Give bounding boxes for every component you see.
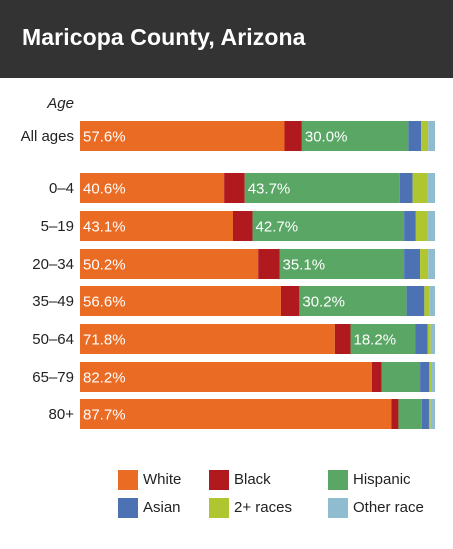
chart-title: Maricopa County, Arizona (22, 24, 306, 50)
bar-segment-white (80, 121, 285, 151)
category-label: 80+ (49, 406, 75, 423)
category-label: 65–79 (32, 369, 74, 386)
bar-segment-white (80, 286, 281, 316)
chart-header: Maricopa County, Arizona (0, 0, 453, 78)
bar-segment-other-race (430, 324, 435, 354)
data-label: 35.1% (283, 257, 326, 274)
bar-segment-2-races (415, 211, 428, 241)
bar-segment-other-race (427, 173, 435, 203)
data-label: 30.2% (302, 294, 345, 311)
category-label: 0–4 (49, 180, 74, 197)
bar-segment-black (258, 249, 280, 279)
bar-segment-black (224, 173, 245, 203)
legend-label: Black (234, 471, 271, 488)
bar-segment-2-races (429, 362, 432, 392)
bar-segment-white (80, 399, 392, 429)
bar-segment-other-race (429, 286, 436, 316)
bar-segment-asian (406, 286, 425, 316)
data-label: 43.1% (83, 219, 126, 236)
bar-segment-white (80, 324, 335, 354)
bar-segment-black (284, 121, 302, 151)
data-label: 82.2% (83, 370, 126, 387)
legend: White Black Hispanic Asian 2+ races Other rac… (118, 468, 448, 528)
bar-segment-other-race (428, 249, 436, 279)
bar-segment-asian (404, 211, 416, 241)
data-label: 87.7% (83, 407, 126, 424)
bar-segment-hispanic (299, 286, 407, 316)
legend-label: Asian (143, 499, 181, 516)
bar-segment-hispanic (381, 362, 421, 392)
legend-label: White (143, 471, 182, 488)
bar-segment-other-race (427, 211, 435, 241)
bar-segment-white (80, 173, 225, 203)
bar-segment-black (334, 324, 351, 354)
legend-label: Hispanic (353, 471, 411, 488)
bar-segment-other-race (431, 362, 435, 392)
category-label: All ages (21, 128, 74, 145)
category-label: 35–49 (32, 293, 74, 310)
legend-swatch (328, 498, 348, 518)
data-label: 50.2% (83, 257, 126, 274)
data-label: 18.2% (354, 332, 397, 349)
bar-segment-black (233, 211, 253, 241)
legend-swatch (118, 498, 138, 518)
bar-segment-asian (421, 399, 429, 429)
data-label: 43.7% (248, 181, 291, 198)
data-label: 71.8% (83, 332, 126, 349)
data-label: 40.6% (83, 181, 126, 198)
category-label: 20–34 (32, 256, 74, 273)
y-axis-title: Age (46, 95, 74, 112)
bar-segment-black (371, 362, 382, 392)
bar-segment-asian (404, 249, 421, 279)
category-label: 5–19 (41, 218, 74, 235)
legend-swatch (328, 470, 348, 490)
bar-segment-asian (399, 173, 413, 203)
legend-label: 2+ races (234, 499, 292, 516)
legend-swatch (118, 470, 138, 490)
bar-segment-2-races (420, 249, 429, 279)
data-label: 57.6% (83, 129, 126, 146)
bar-segment-2-races (428, 399, 431, 429)
data-label: 30.0% (305, 129, 348, 146)
bar-segment-white (80, 249, 259, 279)
bar-segment-2-races (424, 286, 430, 316)
bar-segment-hispanic (301, 121, 409, 151)
legend-swatch (209, 498, 229, 518)
category-label: 50–64 (32, 331, 74, 348)
bar-segment-other-race (430, 399, 435, 429)
bar-segment-other-race (428, 121, 435, 151)
data-label: 56.6% (83, 294, 126, 311)
bar-segment-hispanic (244, 173, 400, 203)
bar-segment-2-races (427, 324, 431, 354)
bar-segment-hispanic (252, 211, 405, 241)
bar-segment-black (391, 399, 399, 429)
bar-segment-white (80, 362, 372, 392)
bar-segment-black (280, 286, 300, 316)
bar-segment-hispanic (350, 324, 416, 354)
bar-segment-2-races (421, 121, 429, 151)
bar-segment-2-races (412, 173, 428, 203)
bar-segment-white (80, 211, 233, 241)
data-label: 42.7% (256, 219, 299, 236)
bar-segment-hispanic (279, 249, 405, 279)
bar-segment-asian (420, 362, 430, 392)
bar-segment-hispanic (398, 399, 422, 429)
legend-label: Other race (353, 499, 424, 516)
bar-segment-asian (415, 324, 428, 354)
bar-segment-asian (408, 121, 422, 151)
legend-swatch (209, 470, 229, 490)
